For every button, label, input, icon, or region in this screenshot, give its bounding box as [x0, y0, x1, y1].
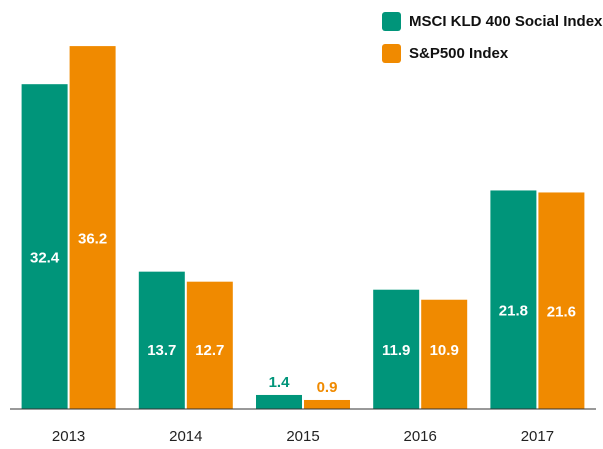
bar — [138, 271, 185, 409]
legend-label: MSCI KLD 400 Social Index — [409, 13, 603, 30]
data-label: 0.9 — [317, 379, 338, 396]
x-tick-label: 2016 — [404, 428, 437, 445]
x-tick-label: 2013 — [52, 428, 85, 445]
data-label: 36.2 — [78, 231, 107, 248]
legend-swatch — [382, 12, 401, 31]
data-label: 32.4 — [30, 250, 60, 267]
legend-swatch — [382, 44, 401, 63]
data-label: 13.7 — [147, 342, 176, 359]
bar — [304, 399, 350, 409]
data-label: 10.9 — [430, 342, 459, 359]
x-tick-label: 2014 — [169, 428, 202, 445]
data-label: 21.8 — [499, 303, 528, 320]
bar — [421, 299, 468, 409]
data-label: 21.6 — [547, 304, 576, 321]
data-label: 1.4 — [269, 374, 291, 391]
legend-label: S&P500 Index — [409, 45, 509, 62]
bar — [490, 190, 537, 409]
bar — [256, 394, 302, 409]
bar — [186, 281, 233, 409]
x-tick-label: 2017 — [521, 428, 554, 445]
x-tick-label: 2015 — [286, 428, 319, 445]
data-label: 11.9 — [382, 342, 410, 359]
bar — [538, 192, 585, 409]
bar — [21, 84, 68, 409]
data-label: 12.7 — [195, 342, 224, 359]
bar — [373, 289, 420, 409]
bar — [69, 46, 116, 409]
